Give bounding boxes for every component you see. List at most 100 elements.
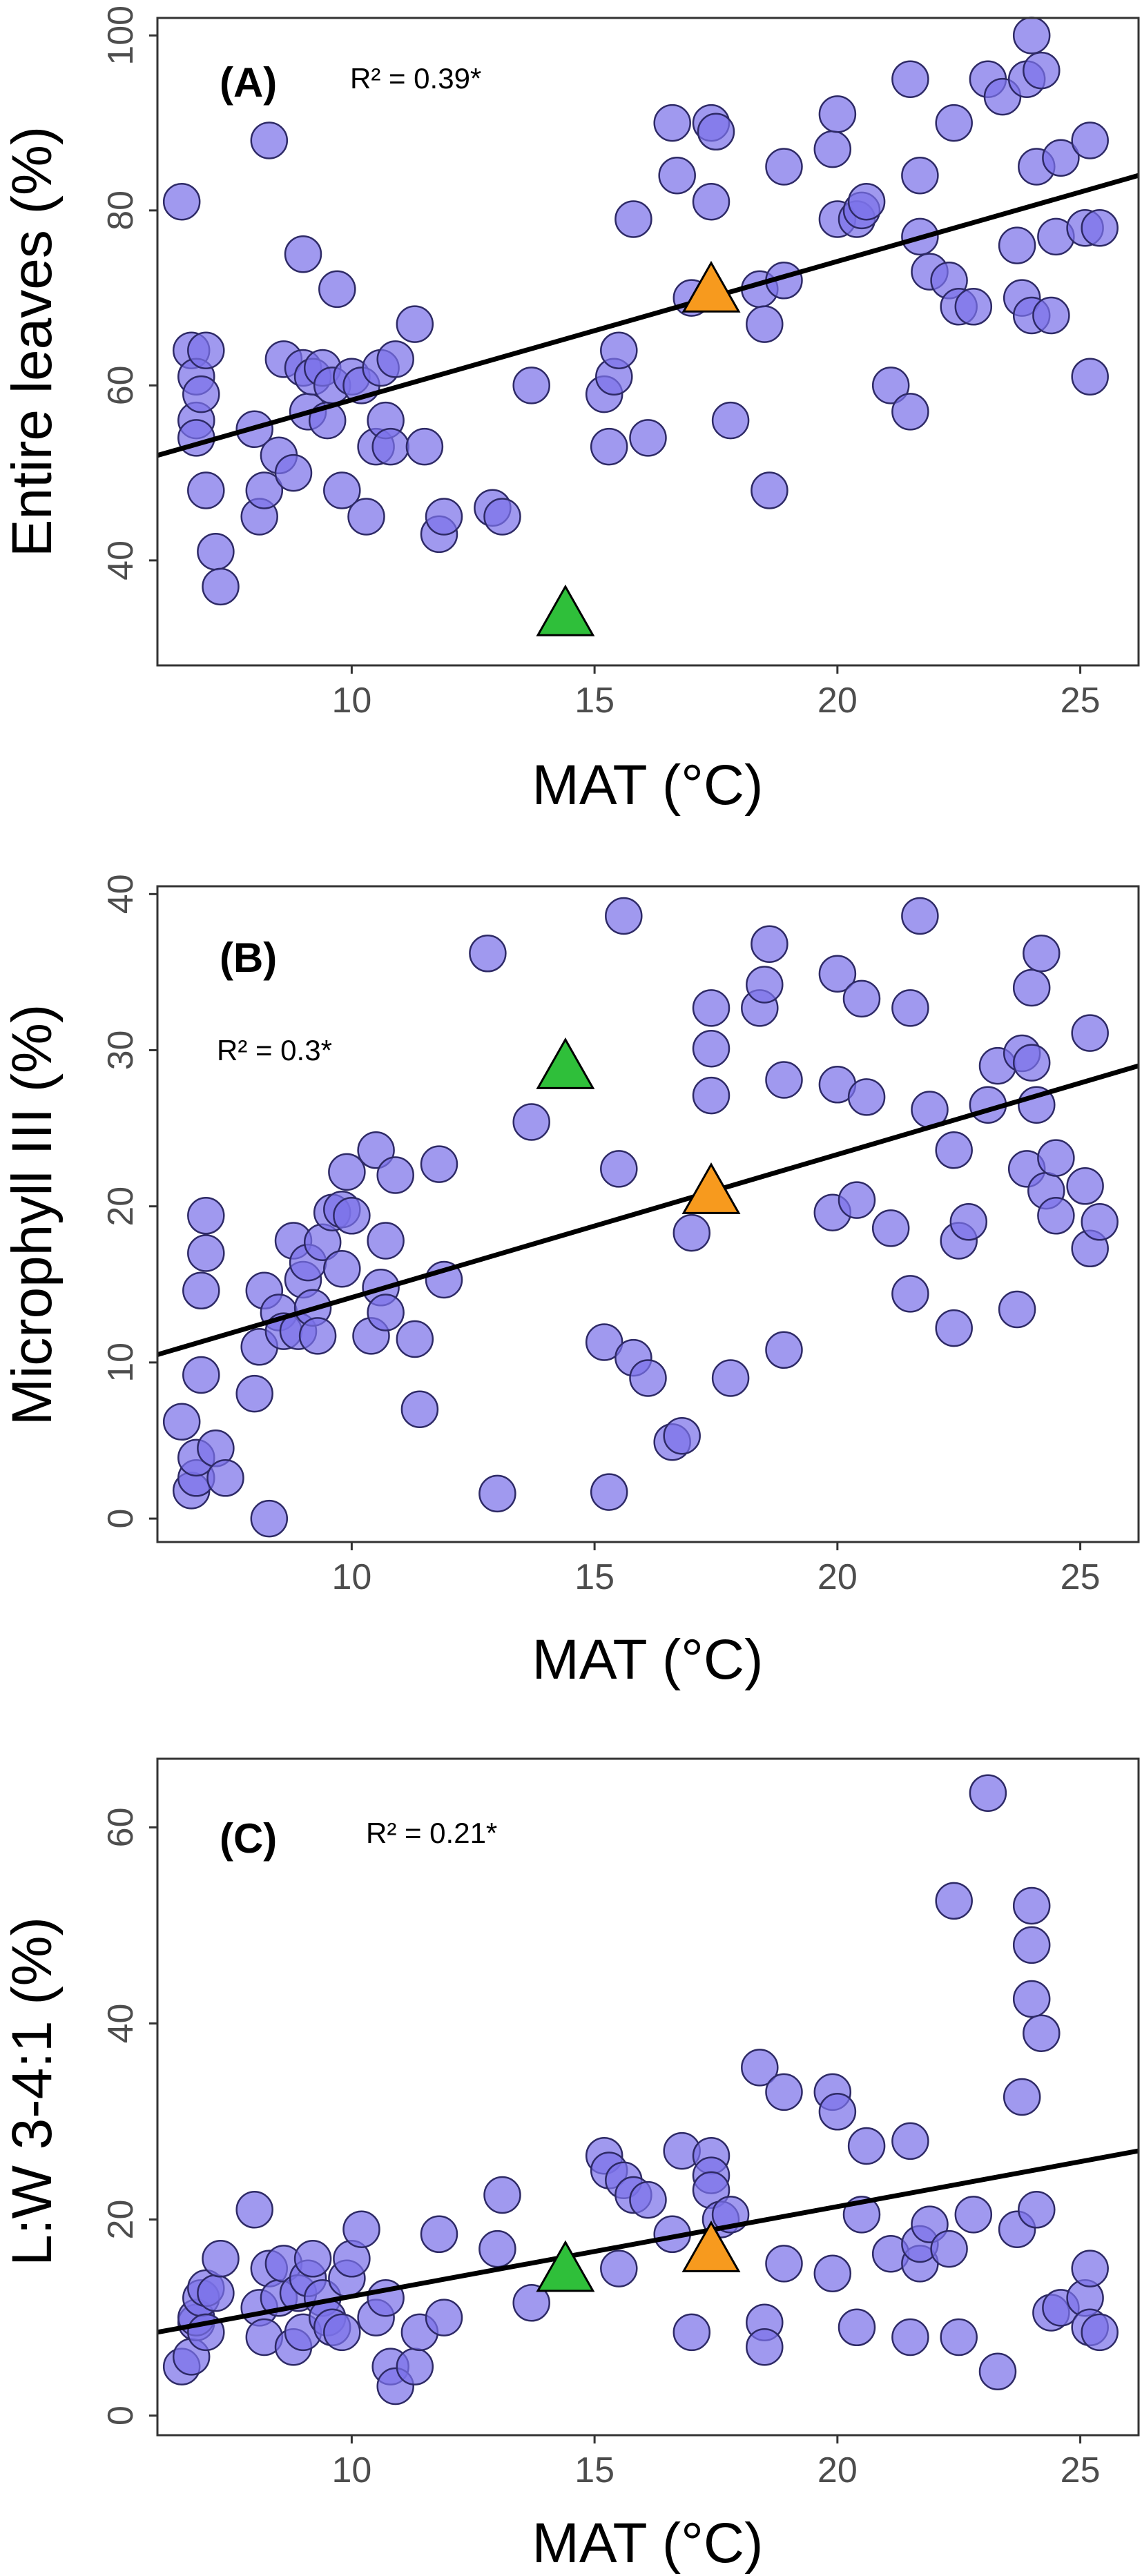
data-point [284, 235, 322, 273]
x-tick-label: 20 [817, 681, 858, 721]
data-point [162, 1403, 201, 1441]
y-axis-title-b: Microphyll III (%) [1, 1004, 64, 1426]
data-point [425, 498, 463, 536]
data-point [672, 2313, 711, 2352]
data-point [187, 1197, 225, 1235]
data-point [400, 1390, 439, 1428]
x-ticks-b: 10 15 20 25 [331, 1542, 1101, 1597]
x-tick-label: 25 [1061, 681, 1101, 721]
trend-line-c [157, 2148, 1139, 2335]
x-tick-label: 20 [817, 1557, 858, 1597]
panel-label-a: (A) [220, 59, 277, 106]
data-point [818, 2093, 857, 2131]
data-point [765, 2073, 803, 2111]
data-point [663, 1416, 701, 1455]
x-tick-label: 20 [817, 2450, 858, 2490]
y-tick-label: 60 [101, 365, 141, 405]
data-point [935, 104, 973, 142]
x-axis-title-a: MAT (°C) [532, 754, 764, 817]
data-point [847, 2127, 886, 2165]
data-point [182, 1271, 220, 1310]
data-point [711, 401, 750, 440]
data-point [1012, 1980, 1051, 2018]
data-point [838, 1181, 876, 1219]
marker-triangle [681, 1162, 741, 1214]
data-point [162, 182, 201, 221]
data-point [1003, 2078, 1041, 2116]
y-tick-label: 60 [101, 1807, 141, 1847]
data-point [333, 1197, 371, 1235]
data-point [250, 121, 289, 159]
data-point [1037, 1139, 1075, 1177]
data-point [935, 1882, 973, 1920]
data-point [940, 2318, 978, 2357]
x-ticks-c: 10 15 20 25 [331, 2435, 1101, 2490]
y-tick-label: 0 [101, 1509, 141, 1529]
data-point [1012, 968, 1051, 1007]
triangles-layer-b [536, 1037, 741, 1214]
data-point [323, 471, 361, 509]
marker-triangle [536, 584, 595, 636]
data-point [818, 95, 857, 133]
data-point [298, 1317, 337, 1355]
data-point [847, 1078, 886, 1116]
data-point [187, 1234, 225, 1272]
data-point [818, 955, 857, 993]
data-point [1023, 2014, 1061, 2052]
x-axis-title-c: MAT (°C) [532, 2512, 764, 2575]
y-ticks-c: 0 20 40 60 [101, 1807, 157, 2426]
data-point [751, 471, 788, 509]
x-tick-label: 15 [574, 681, 614, 721]
data-point [1012, 17, 1051, 55]
data-point [813, 2254, 852, 2292]
data-point [376, 340, 414, 378]
triangles-layer-c [536, 2221, 741, 2292]
data-point [751, 925, 788, 963]
x-tick-label: 15 [574, 2450, 614, 2490]
data-point [1042, 139, 1080, 177]
x-tick-label: 25 [1061, 2450, 1101, 2490]
data-point [891, 989, 929, 1027]
plot-frame-a [156, 17, 1140, 667]
data-point [600, 331, 638, 369]
marker-triangle [536, 2240, 595, 2292]
trend-line-a [157, 173, 1139, 458]
x-tick-label: 25 [1061, 1557, 1101, 1597]
y-tick-label: 40 [101, 874, 141, 914]
data-point [1012, 1926, 1051, 1964]
data-point [420, 2215, 458, 2254]
data-point [692, 1029, 730, 1068]
data-point [765, 1061, 803, 1099]
data-point [741, 2049, 779, 2087]
data-point [901, 156, 939, 195]
data-point [1081, 1203, 1119, 1241]
marker-triangle [681, 2221, 741, 2272]
data-point [629, 2180, 667, 2219]
data-point [585, 1323, 623, 1361]
y-tick-label: 20 [101, 1187, 141, 1227]
data-point [998, 1290, 1036, 1329]
data-point [891, 393, 929, 431]
data-point [1032, 296, 1070, 335]
y-tick-label: 0 [101, 2406, 141, 2426]
data-point [590, 1473, 628, 1511]
data-point [425, 2299, 463, 2336]
data-point [512, 367, 550, 404]
data-point [765, 148, 803, 186]
points-layer-c [162, 1774, 1119, 2406]
data-point [177, 419, 215, 457]
data-point [605, 897, 643, 935]
data-point [206, 1459, 244, 1497]
data-point [512, 2284, 550, 2322]
data-point [711, 1359, 750, 1397]
data-point [891, 2122, 929, 2160]
y-tick-label: 80 [101, 191, 141, 231]
data-point [1071, 1014, 1109, 1052]
data-point [182, 1356, 220, 1394]
data-point [469, 935, 507, 973]
data-point [235, 1374, 273, 1413]
panel-c: 0 20 40 60 10 15 20 25 (C) R² = 0.21* MAT (°C)… [1, 1757, 1140, 2575]
panel-a: 40 60 80 100 10 15 20 25 (A) R² = 0.39* MAT (°… [1, 6, 1140, 817]
data-point [1081, 2313, 1119, 2352]
data-point [235, 2191, 273, 2229]
